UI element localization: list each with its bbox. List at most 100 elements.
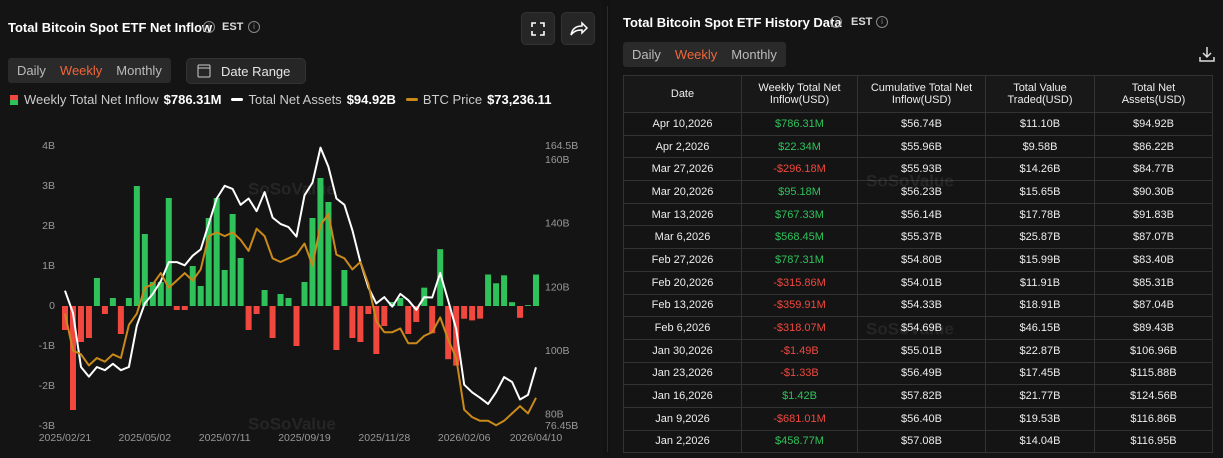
share-button[interactable] [561, 12, 595, 45]
bar [85, 306, 92, 338]
bar [125, 298, 132, 306]
bar [229, 214, 236, 306]
bar [165, 198, 172, 306]
table-cell: $11.91B [985, 270, 1095, 295]
y-tick-label: -1B [39, 340, 55, 352]
bar [429, 306, 436, 334]
share-icon [570, 21, 589, 36]
table-cell: Jan 2,2026 [623, 429, 742, 454]
bar [293, 306, 300, 346]
table-cell: $94.92B [1094, 112, 1213, 136]
column-header: Total Value Traded(USD) [985, 75, 1095, 113]
table-cell: $19.53B [985, 406, 1095, 431]
info-icon[interactable]: i [203, 21, 215, 33]
table-row: Feb 13,2026 -$359.91M $54.33B $18.91B $87.04… [623, 293, 1213, 318]
y2-tick-label: 100B [545, 345, 570, 357]
bar [301, 282, 308, 306]
calendar-icon [197, 64, 211, 78]
info-icon[interactable]: i [248, 21, 260, 33]
fullscreen-button[interactable] [521, 12, 555, 45]
bar [181, 306, 188, 310]
table-row: Jan 23,2026 -$1.33B $56.49B $17.45B $115.88B [623, 361, 1213, 386]
bar [157, 282, 164, 306]
bar [285, 298, 292, 306]
y-tick-label: 3B [42, 180, 55, 192]
date-range-button[interactable]: Date Range [186, 58, 306, 84]
bar [197, 286, 204, 306]
table-cell: Apr 10,2026 [623, 112, 742, 136]
tab[interactable]: Weekly [59, 63, 103, 78]
table-header-row: Date Weekly Total Net Inflow(USD) Cumulati… [623, 75, 1213, 113]
y2-tick-label: 120B [545, 281, 570, 293]
info-icon[interactable]: i [876, 16, 888, 28]
table-cell: $14.26B [985, 157, 1095, 182]
legend-value: $786.31M [163, 92, 222, 107]
tab[interactable]: Daily [632, 47, 661, 62]
bar [405, 306, 412, 334]
table-cell: $14.04B [985, 429, 1095, 454]
bar [357, 306, 364, 342]
bar [133, 186, 140, 306]
table-cell: $17.45B [985, 361, 1095, 386]
table-cell: -$1.49B [741, 338, 858, 363]
table-cell: $106.96B [1094, 338, 1213, 363]
bar [261, 290, 268, 306]
table-row: Mar 20,2026 $95.18M $56.23B $15.65B $90.30B [623, 180, 1213, 204]
tab[interactable]: Weekly [674, 47, 718, 62]
bar [365, 306, 372, 314]
table-cell: $767.33M [741, 202, 858, 227]
table-cell: Mar 20,2026 [623, 180, 742, 204]
table-cell: $116.95B [1094, 429, 1213, 454]
table-row: Jan 30,2026 -$1.49B $55.01B $22.87B $106.96B [623, 338, 1213, 363]
y-tick-label: -3B [39, 420, 55, 432]
table-cell: Feb 13,2026 [623, 293, 742, 318]
bar [77, 306, 84, 342]
table-row: Feb 27,2026 $787.31M $54.80B $15.99B $83.40B [623, 248, 1213, 272]
table-cell: Mar 27,2026 [623, 157, 742, 182]
bar [237, 258, 244, 306]
table-cell: $115.88B [1094, 361, 1213, 386]
bar [253, 306, 260, 314]
y-tick-label: 2B [42, 220, 55, 232]
x-tick-label: 2025/05/02 [119, 432, 172, 444]
bar [141, 234, 148, 306]
table-row: Jan 2,2026 $458.77M $57.08B $14.04B $116.95B [623, 429, 1213, 454]
tab[interactable]: Monthly [731, 47, 777, 62]
table-cell: $15.65B [985, 180, 1095, 204]
table-cell: Feb 27,2026 [623, 248, 742, 272]
table-cell: Feb 6,2026 [623, 316, 742, 340]
chart: SoSoValue SoSoValue 4B 3B 2B 1B 0 -1B -2B -3B 16… [39, 140, 579, 444]
table-cell: -$359.91M [741, 293, 858, 318]
table-cell: $9.58B [985, 134, 1095, 159]
download-icon[interactable] [1197, 44, 1217, 64]
tab[interactable]: Daily [17, 63, 46, 78]
y-tick-label: -2B [39, 380, 55, 392]
table-cell: -$315.86M [741, 270, 858, 295]
bar [493, 283, 500, 306]
bar [413, 306, 420, 322]
legend-item: Weekly Total Net Inflow $786.31M [10, 92, 221, 107]
fullscreen-icon [531, 22, 545, 36]
bar [205, 218, 212, 306]
table-cell: Mar 13,2026 [623, 202, 742, 227]
table-cell: $85.31B [1094, 270, 1213, 295]
legend-value: $94.92B [346, 92, 396, 107]
table-cell: -$296.18M [741, 157, 858, 182]
table-cell: $22.34M [741, 134, 858, 159]
table-cell: $17.78B [985, 202, 1095, 227]
bar [117, 306, 124, 334]
y2-tick-label: 140B [545, 218, 570, 230]
table-row: Feb 6,2026 -$318.07M $54.69B $46.15B $89.43B [623, 316, 1213, 340]
table-cell: Apr 2,2026 [623, 134, 742, 159]
table-cell: Feb 20,2026 [623, 270, 742, 295]
tab[interactable]: Monthly [116, 63, 162, 78]
table-cell: $87.07B [1094, 225, 1213, 250]
table-row: Mar 27,2026 -$296.18M $55.93B $14.26B $84.77… [623, 157, 1213, 182]
table-cell: -$1.33B [741, 361, 858, 386]
table-row: Mar 13,2026 $767.33M $56.14B $17.78B $91.83B [623, 202, 1213, 227]
bar [517, 306, 524, 318]
legend-swatch [405, 98, 418, 101]
y-tick-label: 1B [42, 260, 55, 272]
info-icon[interactable]: i [830, 16, 842, 28]
column-header: Total Net Assets(USD) [1094, 75, 1213, 113]
